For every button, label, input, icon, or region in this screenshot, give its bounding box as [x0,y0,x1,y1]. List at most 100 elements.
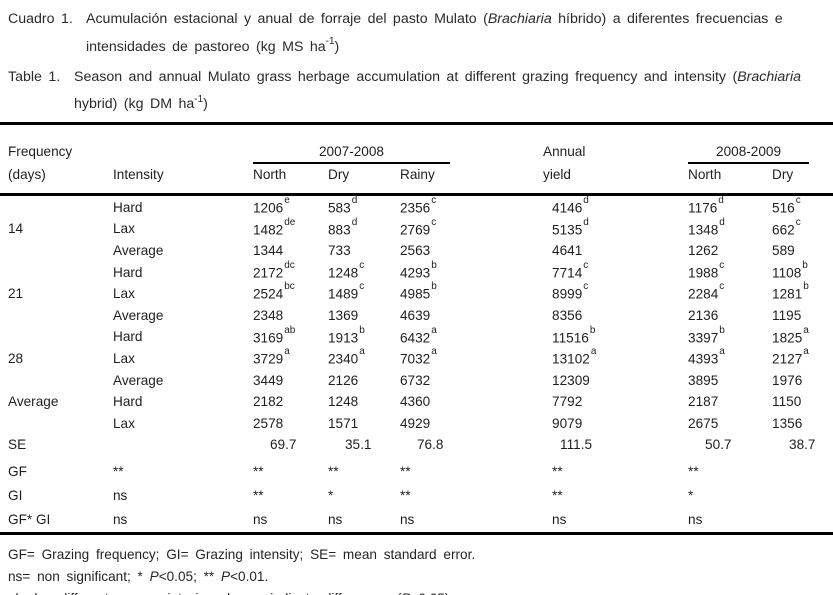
superscript: b [719,324,725,336]
row-label: GF [8,464,27,480]
text-run: hybrid) (kg DM ha [74,96,195,113]
table-cell: ns [253,512,268,528]
table-cell: 3449 [253,372,284,388]
table-cell: 4393a [688,346,725,367]
caption-english: Table 1. Season and annual Mulato grass … [0,66,833,117]
table-cell: 662c [772,216,801,238]
superscript: c [795,216,801,228]
superscript: c [583,281,589,293]
table-cell: 50.7 [705,437,732,453]
superscript: d [351,195,358,206]
italic-text: Brachiaria [737,68,802,85]
italic-text: Brachiaria [487,11,552,27]
caption-english-label: Table 1. [8,68,61,85]
header-row-columns: (days) Intensity North Dry Rainy yield N… [0,164,833,195]
table-cell: ns [113,512,128,528]
text-run: Acumulación estacional y anual de forraj… [86,11,488,27]
caption-spanish-text: Acumulación estacional y anual de forraj… [86,11,783,55]
table-cell: 1150 [772,394,802,410]
table-cell: 1195 [772,307,802,323]
table-cell: 1489c [328,281,365,302]
table-cell: ** [400,488,411,504]
table-cell: 4146d [552,195,589,216]
table-cell: 2356c [400,195,437,216]
table-cell: 11516b [552,324,596,346]
table-cell: * [328,488,334,504]
table-cell: 1206e [253,195,290,216]
superscript: a [431,324,437,336]
table-row: GI ns ** * ** ** * [0,484,833,508]
superscript: c [795,195,801,206]
text-run: <0.05). [410,591,453,595]
data-table: Frequency 2007-2008 Annual 2008-2009 (da… [0,122,833,535]
table-row: GF ** ** ** ** ** ** [0,456,833,484]
table-cell: 12309 [552,372,590,388]
table-cell: 7792 [552,394,583,410]
table-cell: 6732 [400,372,431,388]
text-run: ) [334,38,340,55]
table-cell: 2127a [772,346,809,367]
text-run: híbrido) a diferentes frecuencias e inte… [86,11,783,55]
table-cell: Hard [113,199,143,215]
table-row: SE 69.7 35.1 76.8 111.5 50.7 38.7 [0,434,833,456]
row-label: GF* GI [8,512,51,528]
table-cell: 2578 [253,415,284,431]
table-cell: 1248c [328,259,365,281]
superscript: -1 [194,93,204,105]
text-run: ns= non significant; * [8,568,150,584]
table-cell: 1913b [328,324,365,346]
table-cell: 2182 [253,394,284,410]
table-cell: 589 [772,242,795,258]
text-run: abcde= different superscripts in columns… [8,591,401,595]
header-annual: Annual [543,144,586,160]
row-label: GI [8,488,23,504]
caption-spanish: Cuadro 1. Acumulación estacional y anual… [0,8,833,59]
text-run: GF= Grazing frequency; GI= Grazing inten… [8,546,476,562]
superscript: c [431,216,437,228]
table-cell: 1176d [688,195,724,216]
table-row: Average 3449 2126 6732 12309 3895 1976 [0,369,833,391]
table-cell: 7032a [400,346,437,367]
table-cell: 1262 [688,242,719,258]
superscript: d [583,195,589,206]
table-cell: 1976 [772,372,803,388]
table-cell: ** [552,464,563,480]
superscript: b [359,324,365,336]
superscript: c [719,259,725,271]
table-cell: 2340a [328,346,365,367]
superscript: b [589,324,596,336]
table-cell: 2187 [688,394,719,410]
table-cell: ** [552,488,563,504]
table-cell: 4985b [400,281,437,302]
table-cell: 583d [328,195,358,216]
table-header: Frequency 2007-2008 Annual 2008-2009 (da… [0,124,833,195]
header-north-2007: North [253,167,287,183]
footnote-abbreviations: GF= Grazing frequency; GI= Grazing inten… [8,544,825,566]
table-cell: ** [328,464,339,480]
superscript: b [431,281,437,293]
table-cell: Average [113,242,164,258]
table-row: Hard 2172dc 1248c 4293b 7714c 1988c 1108b [0,259,833,283]
superscript: b [802,259,808,271]
row-label [0,326,113,348]
superscript: b [803,281,809,293]
table-cell: 38.7 [789,437,816,453]
table-row: 21 Lax 2524bc 1489c 4985b 8999c 2284c 1281b [0,281,833,305]
superscript: a [719,346,725,358]
table-cell: 2136 [688,307,719,323]
table-cell: 1356 [772,415,803,431]
table-cell: 883d [328,216,358,238]
table-cell: 1348d [688,216,725,238]
table-cell: 2563 [400,242,431,258]
text-run: <0.01. [230,568,269,584]
table-row: Hard 1206e 583d 2356c 4146d 1176d 516c [0,195,833,218]
header-group-2007-2008-cell: 2007-2008 [253,124,543,165]
table-cell: 2284c [688,281,725,302]
row-label [0,195,113,218]
table-cell: ** [400,464,411,480]
superscript: bc [284,281,295,293]
table-cell: 2524bc [253,281,295,302]
table-row: Hard 3169ab 1913b 6432a 11516b 3397b 1825a [0,324,833,348]
row-label: Average [8,394,59,410]
table-cell: 3397b [688,324,725,346]
